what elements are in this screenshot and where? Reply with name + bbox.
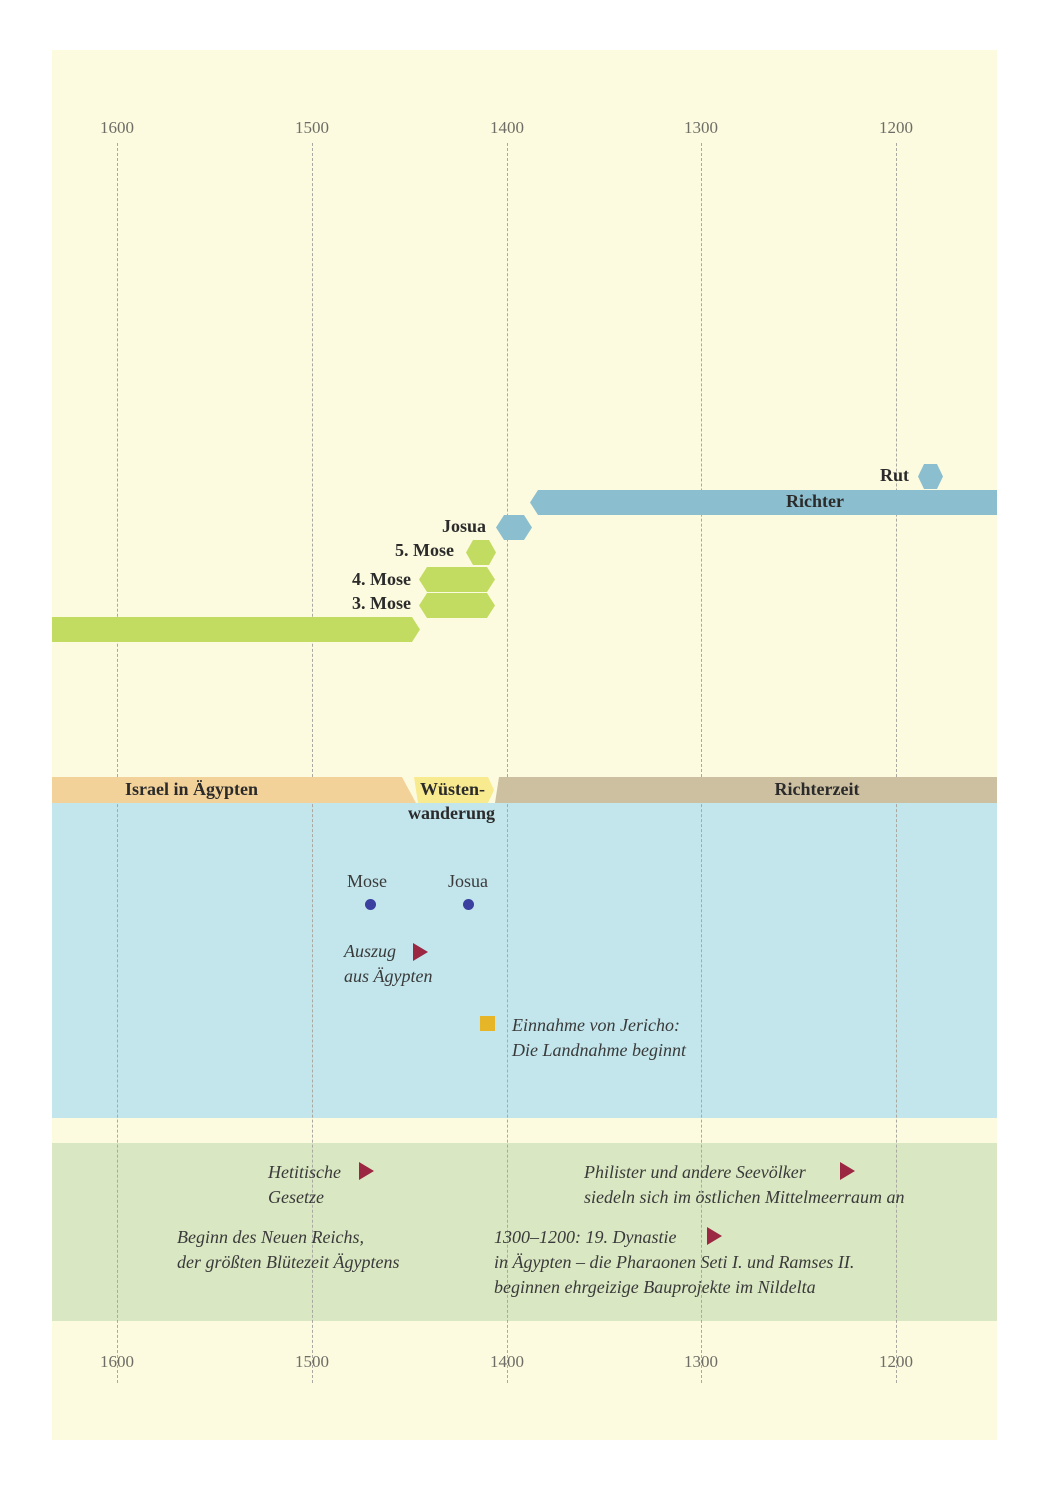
world-event-dynasty-marker-icon	[707, 1227, 722, 1245]
axis-bottom-1500: 1500	[295, 1352, 329, 1371]
book-bar-moses-1-2	[52, 617, 420, 642]
axis-bottom-1400: 1400	[490, 1352, 524, 1371]
axis-top-1500: 1500	[295, 118, 329, 137]
axis-bottom-1300: 1300	[684, 1352, 718, 1371]
timeline-panel: 1600 1500 1400 1300 1200 1600 1500 1400 …	[52, 50, 997, 1440]
period-label-wilderness-2: wanderung	[408, 803, 496, 823]
world-event-hittite-line-1: Hetitische	[268, 1162, 341, 1182]
world-event-hittite-marker-icon	[359, 1162, 374, 1180]
event-jericho-line-1: Einnahme von Jericho:	[512, 1015, 680, 1035]
period-label-egypt: Israel in Ägypten	[125, 779, 259, 799]
book-label-5-mose: 5. Mose	[395, 540, 454, 560]
person-dot-moses	[365, 899, 376, 910]
israel-events-band	[52, 803, 997, 1118]
axis-top-1600: 1600	[100, 118, 134, 137]
period-label-judges: Richterzeit	[774, 779, 860, 799]
world-event-dynasty-line-3: beginnen ehrgeizige Bauprojekte im Nilde…	[494, 1277, 816, 1297]
gridline-1600	[117, 143, 118, 1383]
axis-bottom-1600: 1600	[100, 1352, 134, 1371]
world-event-philistines-marker-icon	[840, 1162, 855, 1180]
gridline-1500	[312, 143, 313, 1383]
event-jericho-line-2: Die Landnahme beginnt	[512, 1040, 686, 1060]
book-bar-rut	[918, 464, 943, 489]
person-label-moses: Mose	[347, 871, 387, 891]
book-label-3-mose: 3. Mose	[352, 593, 411, 613]
person-dot-joshua	[463, 899, 474, 910]
book-label-4-mose: 4. Mose	[352, 569, 411, 589]
event-exodus-line-1: Auszug	[344, 941, 397, 961]
event-exodus-marker-icon	[413, 943, 428, 961]
world-event-new-kingdom-line-2: der größten Blütezeit Ägyptens	[177, 1252, 400, 1272]
book-bar-josua	[496, 515, 532, 540]
world-events-band	[52, 1143, 997, 1321]
period-bar	[52, 777, 997, 803]
book-bar-richter	[530, 490, 997, 515]
period-label-wilderness-1: Wüsten-	[420, 779, 486, 799]
axis-top-1400: 1400	[490, 118, 524, 137]
world-event-hittite-line-2: Gesetze	[268, 1187, 324, 1207]
gridline-1400	[507, 143, 508, 1383]
world-event-philistines-line-1: Philister und andere Seevölker	[584, 1162, 806, 1182]
book-label-rut: Rut	[879, 465, 909, 485]
book-label-josua: Josua	[441, 516, 486, 536]
book-bar-4-mose	[419, 567, 495, 592]
axis-top-1300: 1300	[684, 118, 718, 137]
gridline-1300	[701, 143, 702, 1383]
book-bar-5-mose	[466, 540, 496, 565]
person-label-joshua: Josua	[448, 871, 488, 891]
axis-top-1200: 1200	[879, 118, 913, 137]
event-exodus-line-2: aus Ägypten	[344, 966, 433, 986]
book-label-richter: Richter	[786, 491, 844, 511]
world-event-new-kingdom-line-1: Beginn des Neuen Reichs,	[177, 1227, 364, 1247]
event-jericho-marker-icon	[480, 1016, 495, 1031]
gridline-1200	[896, 143, 897, 1383]
world-event-dynasty-line-1: 1300–1200: 19. Dynastie	[494, 1227, 677, 1247]
world-event-philistines-line-2: siedeln sich im östlichen Mittelmeerraum…	[584, 1187, 905, 1207]
world-event-dynasty-line-2: in Ägypten – die Pharaonen Seti I. und R…	[494, 1252, 855, 1272]
book-bar-3-mose	[419, 593, 495, 618]
axis-bottom-1200: 1200	[879, 1352, 913, 1371]
